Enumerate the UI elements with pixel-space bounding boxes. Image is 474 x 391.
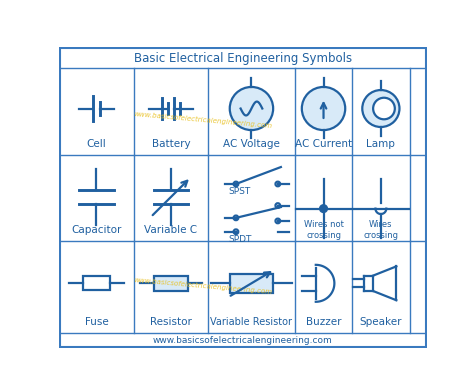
Text: SPST: SPST <box>228 187 250 196</box>
Circle shape <box>362 90 400 127</box>
Text: Variable C: Variable C <box>144 225 197 235</box>
Circle shape <box>230 87 273 130</box>
Text: Resistor: Resistor <box>150 317 192 327</box>
Text: SPDT: SPDT <box>228 235 252 244</box>
Circle shape <box>275 219 280 223</box>
Text: www.basicsofelectricalengineering.com: www.basicsofelectricalengineering.com <box>133 111 272 129</box>
Text: Battery: Battery <box>152 139 190 149</box>
Text: AC Voltage: AC Voltage <box>223 139 280 149</box>
Text: Wires
crossing: Wires crossing <box>364 221 398 240</box>
Circle shape <box>234 215 238 220</box>
FancyBboxPatch shape <box>82 276 110 290</box>
Circle shape <box>234 230 238 234</box>
Text: Cell: Cell <box>87 139 106 149</box>
Text: Lamp: Lamp <box>366 139 395 149</box>
Text: Buzzer: Buzzer <box>306 317 341 327</box>
Text: Capacitor: Capacitor <box>71 225 122 235</box>
Circle shape <box>275 182 280 186</box>
Text: www.basicsofelectricalengineering.com: www.basicsofelectricalengineering.com <box>153 336 333 345</box>
Text: Variable Resistor: Variable Resistor <box>210 317 292 327</box>
Text: Basic Electrical Engineering Symbols: Basic Electrical Engineering Symbols <box>134 52 352 65</box>
Circle shape <box>373 98 395 119</box>
Circle shape <box>234 182 238 186</box>
Circle shape <box>302 87 345 130</box>
Text: www.basicsofelectricalengineering.com: www.basicsofelectricalengineering.com <box>133 276 272 295</box>
Text: Wires not
crossing: Wires not crossing <box>303 221 344 240</box>
Text: Speaker: Speaker <box>360 317 402 327</box>
Text: Fuse: Fuse <box>84 317 109 327</box>
FancyBboxPatch shape <box>154 276 188 291</box>
Circle shape <box>275 203 280 208</box>
Circle shape <box>319 205 328 212</box>
Text: AC Current: AC Current <box>295 139 352 149</box>
FancyBboxPatch shape <box>230 274 273 292</box>
